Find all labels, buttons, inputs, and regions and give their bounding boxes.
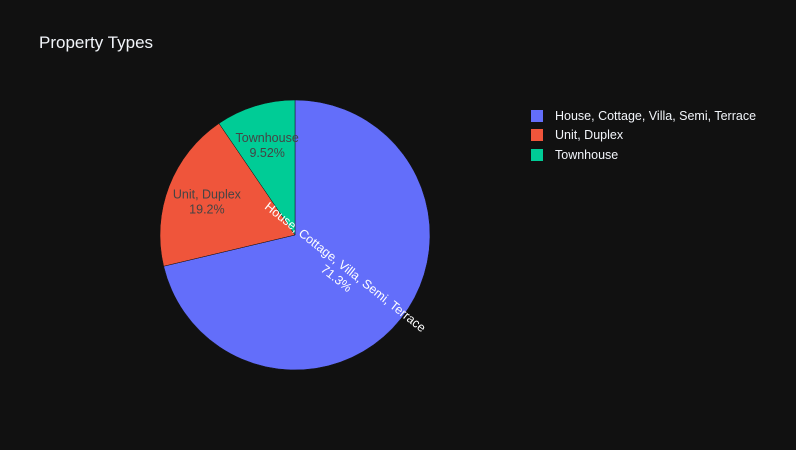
legend-swatch xyxy=(531,109,543,122)
legend-label: House, Cottage, Villa, Semi, Terrace xyxy=(555,108,757,123)
pie-slice-unit-duplex[interactable] xyxy=(159,123,296,267)
chart-title: Property Types xyxy=(39,33,154,52)
slice-label-townhouse: Townhouse 9.52% xyxy=(236,131,299,160)
legend-item-townhouse[interactable]: Townhouse xyxy=(531,145,756,165)
legend-swatch xyxy=(531,148,543,161)
legend-swatch xyxy=(531,129,543,142)
pie-slices xyxy=(159,99,431,371)
pie-slice-house-cottage-villa-semi-terrace[interactable] xyxy=(163,99,431,371)
legend-item-unit-duplex[interactable]: Unit, Duplex xyxy=(531,126,756,146)
legend: House, Cottage, Villa, Semi, Terrace Unit… xyxy=(531,106,756,165)
pie-slice-townhouse[interactable] xyxy=(218,99,296,236)
legend-item-house-cottage-villa-semi-terrace[interactable]: House, Cottage, Villa, Semi, Terrace xyxy=(531,106,756,126)
slice-label-unit-duplex: Unit, Duplex 19.2% xyxy=(173,187,242,216)
legend-label: Unit, Duplex xyxy=(555,128,624,143)
legend-label: Townhouse xyxy=(555,147,619,162)
